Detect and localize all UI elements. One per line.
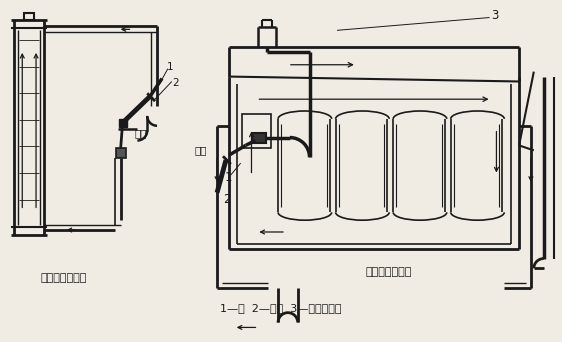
Text: 2: 2 <box>223 193 230 206</box>
Text: 1: 1 <box>166 62 173 72</box>
Text: 3: 3 <box>491 9 498 22</box>
Text: 1—水  2—空气  3—拆下节温器: 1—水 2—空气 3—拆下节温器 <box>220 303 342 313</box>
Text: 喷枪: 喷枪 <box>134 128 147 138</box>
Bar <box>242 114 271 148</box>
Text: 2: 2 <box>173 78 179 89</box>
Text: 逆流冲洗发动机: 逆流冲洗发动机 <box>365 267 411 277</box>
Text: 喷枪: 喷枪 <box>194 145 207 155</box>
Text: 1: 1 <box>225 171 233 184</box>
Bar <box>252 133 266 143</box>
Bar <box>116 148 125 158</box>
Text: 逆流冲洗散热器: 逆流冲洗散热器 <box>40 273 87 283</box>
Bar <box>24 13 34 21</box>
Bar <box>119 119 126 127</box>
